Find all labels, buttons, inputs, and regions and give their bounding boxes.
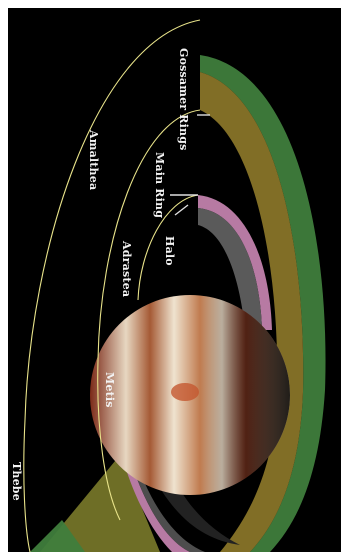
label-leaders [170,114,210,216]
label-main-ring: Main Ring [153,152,166,219]
label-thebe: Thebe [10,462,23,501]
label-metis: Metis [103,372,116,408]
label-gossamer-rings: Gossamer Rings [177,48,190,151]
label-amalthea: Amalthea [87,130,100,191]
label-halo: Halo [163,236,176,266]
moon-orbits [23,19,201,553]
label-adrastea: Adrastea [120,241,133,298]
jupiter-planet [90,295,290,495]
